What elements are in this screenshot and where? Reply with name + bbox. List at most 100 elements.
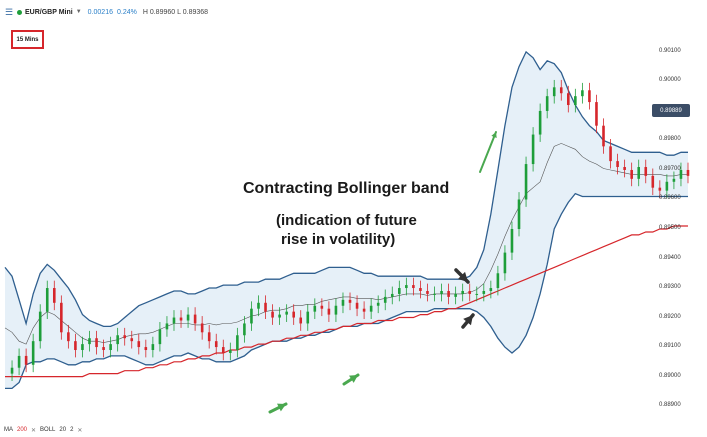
candle-body [123, 335, 127, 339]
ma200-line [5, 225, 688, 378]
current-price-tag: 0.89889 [652, 104, 690, 117]
annotation-line-2: rise in volatility) [281, 231, 396, 248]
candle-body [644, 167, 648, 176]
price-tick-label: 0.89000 [659, 372, 681, 379]
candle-body [616, 161, 619, 168]
candle-body [320, 305, 324, 309]
price-change-pct: 0.24% [116, 8, 137, 16]
price-tick-label: 0.89100 [659, 343, 681, 350]
price-tick-label: 0.89700 [659, 165, 681, 172]
trend-arrow-1-head [277, 403, 286, 412]
candle-body [102, 347, 105, 351]
close-icon[interactable]: ✕ [31, 427, 37, 434]
candle-body [531, 134, 535, 165]
price-tick-label: 0.89500 [659, 225, 681, 231]
candle-body [686, 169, 690, 176]
candle-body [503, 252, 507, 274]
menu-icon[interactable]: ☰ [5, 6, 14, 17]
chevron-down-icon[interactable]: ▼ [75, 9, 82, 15]
candle-body [38, 311, 42, 342]
candle-body [412, 285, 415, 289]
candle-body [52, 288, 56, 303]
candle-body [672, 178, 676, 182]
boll-period[interactable]: 20 [59, 427, 67, 433]
candle-body [524, 164, 528, 200]
candle-body [243, 323, 246, 336]
candle-body [348, 299, 352, 303]
boll-deviation[interactable]: 2 [70, 427, 74, 433]
candle-body [137, 341, 141, 348]
candle-body [81, 344, 84, 351]
candle-body [419, 288, 422, 291]
candle-body [559, 87, 563, 94]
candle-body [658, 187, 662, 191]
candle-body [158, 329, 162, 345]
candle-body [165, 323, 169, 330]
candle-body [24, 355, 28, 365]
candle-body [609, 146, 612, 162]
candle-body [264, 302, 267, 312]
candle-body [566, 93, 570, 106]
candle-body [383, 296, 387, 303]
high-price: H 0.89960 [142, 8, 176, 16]
candle-body [362, 308, 366, 312]
candle-body [109, 344, 112, 351]
candle-body [327, 308, 331, 315]
candle-body [144, 347, 148, 351]
price-tick-label: 0.88900 [659, 402, 681, 409]
candle-body [426, 290, 429, 294]
candle-body [257, 302, 260, 309]
candle-body [369, 305, 373, 312]
candle-body [433, 293, 436, 295]
candle-body [60, 302, 63, 333]
candle-body [475, 293, 479, 295]
candle-body [517, 199, 521, 229]
candle-body [130, 338, 134, 342]
candle-body [207, 332, 211, 342]
candle-body [278, 314, 281, 318]
price-tick-label: 0.89200 [659, 313, 681, 320]
price-tick-label: 0.90000 [659, 77, 681, 84]
price-tick-label: 0.89300 [659, 284, 681, 291]
candle-body [236, 335, 239, 351]
price-tick-label: 0.89800 [659, 136, 681, 143]
candle-body [172, 317, 176, 324]
candle-body [574, 96, 577, 106]
candle-body [116, 335, 119, 345]
candle-body [440, 290, 443, 294]
candle-body [489, 288, 493, 291]
annotation-title: Contracting Bollinger band [243, 180, 450, 197]
close-icon[interactable]: ✕ [77, 427, 83, 434]
symbol-name[interactable]: EUR/GBP Mini [25, 8, 73, 16]
timeframe-selector[interactable]: 15 Mins [11, 30, 44, 49]
boll-label[interactable]: BOLL [40, 427, 56, 433]
candle-body [313, 305, 317, 312]
candle-body [538, 110, 542, 135]
candle-body [45, 288, 49, 312]
candle-body [355, 302, 359, 309]
candle-body [510, 229, 514, 253]
candle-body [665, 181, 669, 191]
candle-body [67, 332, 70, 342]
candle-body [545, 96, 549, 111]
candle-body [679, 169, 683, 179]
candle-body [341, 299, 345, 306]
breakout-arrow-head [491, 132, 497, 138]
candle-body [221, 347, 225, 353]
candle-body [398, 288, 401, 294]
candle-body [250, 308, 253, 324]
candle-body [95, 338, 98, 348]
candle-body [630, 169, 633, 179]
candle-body [151, 344, 155, 351]
ma-period[interactable]: 200 [17, 427, 28, 433]
squeeze-arrow-top-head [457, 271, 468, 282]
candle-body [552, 87, 556, 97]
market-status-dot [17, 9, 22, 15]
candle-body [74, 341, 77, 351]
candle-body [588, 90, 591, 103]
ma-label[interactable]: MA [4, 427, 13, 433]
candle-body [299, 317, 303, 324]
candle-body [229, 350, 232, 353]
candle-body [602, 125, 605, 147]
